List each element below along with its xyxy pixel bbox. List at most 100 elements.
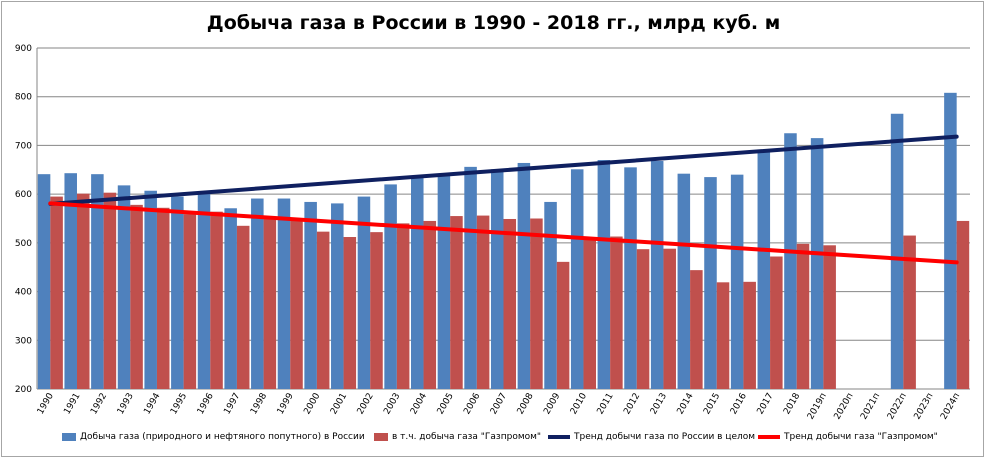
y-tick-label: 500 bbox=[15, 239, 32, 249]
bar-russia bbox=[597, 160, 611, 389]
legend-swatch-gazprom bbox=[374, 433, 388, 441]
bar-russia bbox=[890, 113, 904, 389]
x-tick-label: 2002 bbox=[356, 392, 376, 417]
y-tick-label: 900 bbox=[15, 44, 32, 54]
x-tick-label: 1993 bbox=[116, 392, 136, 417]
bar-gazprom bbox=[903, 235, 916, 389]
bar-russia bbox=[197, 193, 211, 389]
x-tick-label: 2000 bbox=[302, 391, 322, 416]
bar-gazprom bbox=[263, 217, 277, 389]
x-tick-label: 2001 bbox=[329, 392, 349, 417]
legend-label-trend-gazprom: Тренд добычи газа "Газпромом" bbox=[784, 432, 938, 442]
x-tick-label: 2006 bbox=[462, 391, 482, 416]
bar-russia bbox=[464, 166, 477, 389]
y-tick-label: 600 bbox=[15, 190, 32, 200]
chart-title: Добыча газа в России в 1990 - 2018 гг., … bbox=[206, 12, 781, 34]
bar-gazprom bbox=[770, 256, 783, 389]
y-tick-label: 700 bbox=[15, 141, 32, 151]
bar-russia bbox=[251, 198, 264, 389]
bar-russia bbox=[91, 174, 104, 389]
legend-swatch-russia bbox=[62, 433, 76, 441]
legend-label-trend-russia: Тренд добычи газа по России в целом bbox=[574, 432, 756, 442]
legend-swatch-trend-gazprom bbox=[758, 435, 780, 439]
y-tick-label: 300 bbox=[15, 336, 32, 346]
bar-gazprom bbox=[743, 281, 756, 389]
bar-russia bbox=[757, 149, 771, 389]
legend-swatch-trend-russia bbox=[548, 435, 570, 439]
x-tick-label: 2009 bbox=[542, 391, 562, 416]
bar-gazprom bbox=[290, 220, 303, 389]
bar-russia bbox=[677, 173, 691, 389]
bar-russia bbox=[331, 203, 344, 389]
bar-gazprom bbox=[476, 215, 490, 389]
y-tick-label: 400 bbox=[15, 288, 32, 298]
x-tick-label: 1996 bbox=[196, 391, 216, 416]
bar-russia bbox=[624, 167, 637, 389]
legend-label-russia: Добыча газа (природного и нефтяного попу… bbox=[80, 432, 365, 442]
bar-russia bbox=[704, 177, 717, 389]
bar-russia bbox=[490, 169, 504, 389]
bar-gazprom bbox=[50, 196, 63, 389]
x-tick-label: 1991 bbox=[62, 392, 82, 417]
x-tick-label: 2010 bbox=[569, 391, 589, 416]
bar-gazprom bbox=[396, 223, 410, 389]
bar-russia bbox=[784, 133, 797, 389]
x-tick-label: 2019п bbox=[806, 391, 829, 421]
x-tick-label: 2018 bbox=[782, 391, 802, 416]
bar-russia bbox=[410, 178, 424, 389]
x-tick-label: 2023п bbox=[913, 391, 936, 421]
bar-gazprom bbox=[556, 261, 570, 389]
trend-line-gazprom bbox=[48, 201, 959, 265]
bar-gazprom bbox=[76, 193, 90, 389]
x-tick-label: 1998 bbox=[249, 391, 269, 416]
bar-gazprom bbox=[636, 249, 650, 389]
bar-russia bbox=[37, 174, 51, 389]
bar-gazprom bbox=[103, 192, 117, 389]
x-tick-label: 2015 bbox=[702, 392, 722, 417]
bar-russia bbox=[944, 92, 957, 390]
bar-russia bbox=[384, 184, 397, 389]
legend-item-trend-russia: Тренд добычи газа по России в целом bbox=[548, 432, 755, 442]
bar-russia bbox=[730, 174, 744, 389]
x-tick-label: 2021п bbox=[859, 391, 882, 421]
bar-russia bbox=[277, 198, 291, 389]
x-tick-label: 2016 bbox=[729, 391, 749, 416]
x-tick-label: 2013 bbox=[649, 392, 669, 417]
bar-gazprom bbox=[316, 231, 330, 389]
bar-russia bbox=[650, 161, 664, 389]
bar-gazprom bbox=[583, 238, 597, 389]
y-tick-label: 200 bbox=[15, 385, 32, 395]
x-tick-label: 2003 bbox=[382, 392, 402, 417]
x-tick-label: 1994 bbox=[142, 391, 162, 416]
bar-gazprom bbox=[690, 270, 703, 389]
bar-gazprom bbox=[796, 243, 810, 389]
bar-gazprom bbox=[343, 237, 357, 389]
bar-gazprom bbox=[823, 245, 836, 389]
legend-item-gazprom: в т.ч. добыча газа "Газпромом" bbox=[374, 432, 541, 442]
x-tick-label: 2012 bbox=[622, 392, 642, 417]
trend-line-russia bbox=[48, 134, 959, 206]
bar-gazprom bbox=[210, 211, 223, 389]
chart-legend: Добыча газа (природного и нефтяного попу… bbox=[0, 432, 987, 448]
bar-gazprom bbox=[130, 204, 143, 389]
legend-label-gazprom: в т.ч. добыча газа "Газпромом" bbox=[392, 432, 542, 442]
bar-gazprom bbox=[716, 282, 730, 389]
x-tick-label: 1990 bbox=[36, 391, 56, 416]
bar-gazprom bbox=[423, 220, 437, 389]
bar-gazprom bbox=[236, 225, 250, 389]
legend-item-russia: Добыча газа (природного и нефтяного попу… bbox=[62, 432, 365, 442]
x-tick-label: 2008 bbox=[516, 391, 536, 416]
bar-russia bbox=[810, 138, 824, 389]
bar-gazprom bbox=[450, 216, 463, 389]
x-tick-label: 2014 bbox=[676, 391, 696, 416]
bar-russia bbox=[570, 169, 584, 389]
x-tick-label: 2017 bbox=[756, 392, 776, 417]
x-tick-label: 2022п bbox=[886, 391, 909, 421]
bar-gazprom bbox=[956, 220, 970, 389]
bar-gazprom bbox=[370, 232, 383, 389]
x-tick-label: 2005 bbox=[436, 392, 456, 417]
chart-plot: 200 300 400 500 600 700 800 900 1990 1991 1992 1993… bbox=[15, 44, 970, 421]
x-tick-label: 2024п bbox=[939, 391, 962, 421]
x-tick-label: 2007 bbox=[489, 392, 509, 417]
bar-gazprom bbox=[610, 236, 623, 389]
